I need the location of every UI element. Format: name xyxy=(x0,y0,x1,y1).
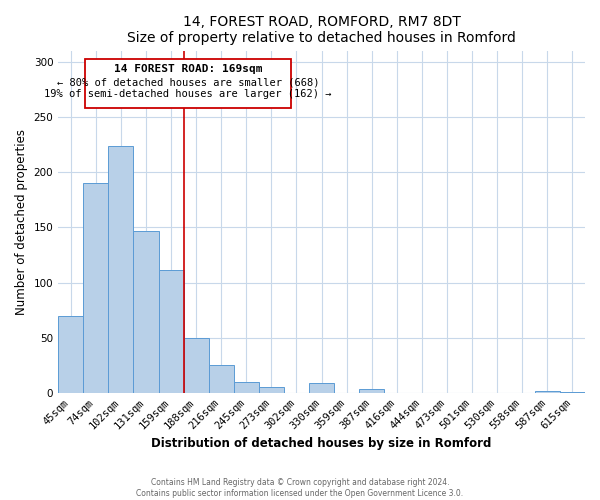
Bar xyxy=(133,230,158,393)
Bar xyxy=(109,146,133,393)
Title: 14, FOREST ROAD, ROMFORD, RM7 8DT
Size of property relative to detached houses i: 14, FOREST ROAD, ROMFORD, RM7 8DT Size o… xyxy=(127,15,516,45)
FancyBboxPatch shape xyxy=(85,60,292,108)
Text: ← 80% of detached houses are smaller (668): ← 80% of detached houses are smaller (66… xyxy=(57,77,319,87)
Bar xyxy=(234,382,259,393)
Bar xyxy=(259,388,284,393)
Bar xyxy=(359,388,385,393)
Text: Contains HM Land Registry data © Crown copyright and database right 2024.
Contai: Contains HM Land Registry data © Crown c… xyxy=(136,478,464,498)
Bar xyxy=(83,183,109,393)
Text: 14 FOREST ROAD: 169sqm: 14 FOREST ROAD: 169sqm xyxy=(114,64,262,74)
Bar xyxy=(209,366,234,393)
Bar xyxy=(309,383,334,393)
Bar xyxy=(158,270,184,393)
Bar xyxy=(184,338,209,393)
Text: 19% of semi-detached houses are larger (162) →: 19% of semi-detached houses are larger (… xyxy=(44,89,332,99)
Y-axis label: Number of detached properties: Number of detached properties xyxy=(15,129,28,315)
Bar xyxy=(535,391,560,393)
Bar xyxy=(58,316,83,393)
Bar xyxy=(560,392,585,393)
X-axis label: Distribution of detached houses by size in Romford: Distribution of detached houses by size … xyxy=(151,437,492,450)
